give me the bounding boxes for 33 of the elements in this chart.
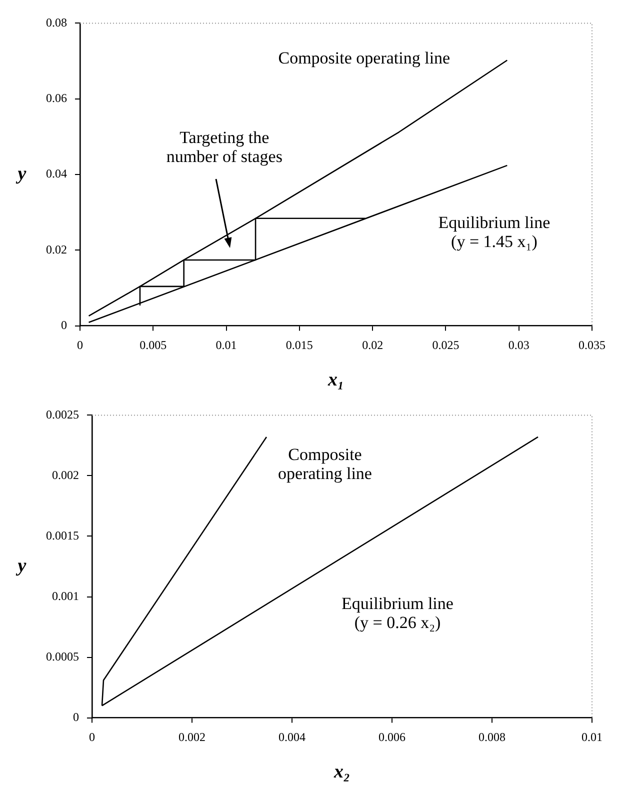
y-axis-title: y	[16, 163, 27, 184]
x-tick-label: 0.008	[478, 730, 506, 744]
y-tick-label: 0.0005	[46, 649, 79, 664]
y-tick-label: 0	[61, 318, 67, 332]
y-tick-label: 0.0015	[46, 528, 79, 542]
x-tick-label: 0.015	[286, 338, 313, 352]
y-tick-label: 0.08	[46, 15, 67, 30]
y-axis-title: y	[16, 555, 27, 576]
x-axis-title: x₁	[326, 370, 344, 391]
x-tick-label: 0.006	[378, 730, 406, 744]
y-tick-label: 0.06	[46, 91, 67, 106]
x-tick-label: 0.035	[578, 338, 606, 352]
annotation: Equilibrium line (y = 1.45 x₁)	[438, 212, 550, 251]
y-tick-label: 0.0025	[46, 407, 79, 422]
x-tick-label: 0.025	[432, 338, 460, 352]
annotation: Composite operating line	[278, 48, 450, 68]
x-tick-label: 0	[89, 730, 95, 744]
y-tick-label: 0.002	[52, 468, 79, 482]
y-tick-label: 0.02	[46, 242, 67, 256]
annotation: Targeting the number of stages	[166, 128, 282, 166]
y-tick-label: 0.04	[46, 166, 67, 181]
x-tick-label: 0.005	[140, 338, 167, 352]
x-tick-label: 0.01	[216, 338, 237, 352]
x-tick-label: 0.004	[278, 730, 306, 744]
x-tick-label: 0.01	[582, 730, 602, 744]
y-tick-label: 0.001	[52, 588, 79, 603]
x-tick-label: 0.02	[362, 338, 384, 352]
annotation: Composite operating line	[278, 445, 372, 484]
x-tick-label: 0.002	[178, 730, 206, 744]
x-axis-title: x₂	[332, 762, 350, 783]
annotation: Equilibrium line (y = 0.26 x₂)	[342, 594, 454, 632]
y-tick-label: 0	[73, 710, 79, 724]
x-tick-label: 0.03	[508, 338, 530, 352]
